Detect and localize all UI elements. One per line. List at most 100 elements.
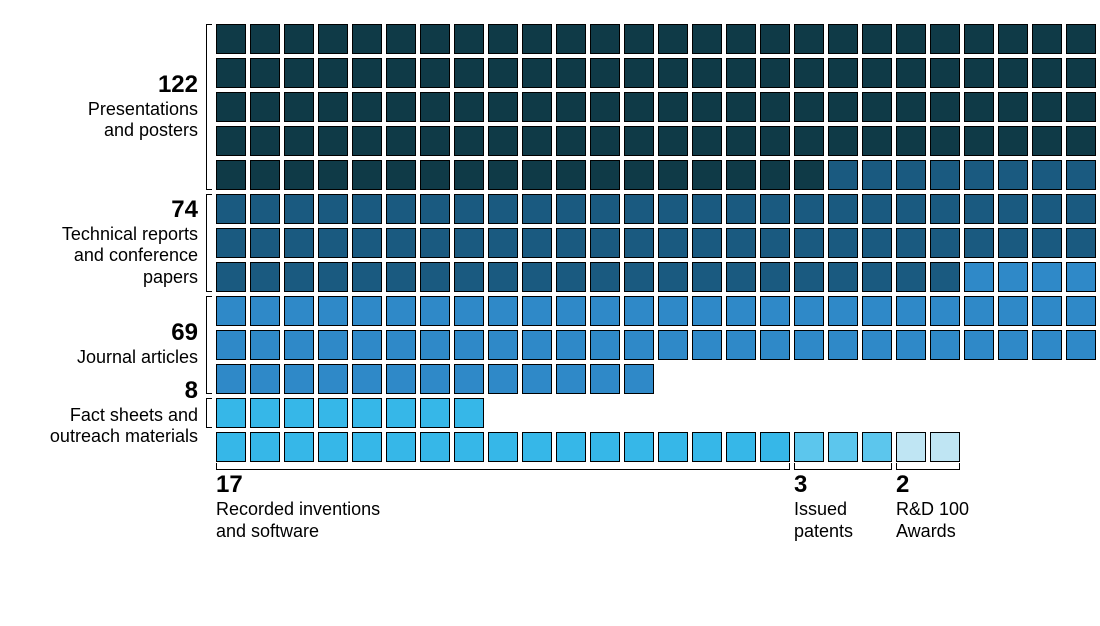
unit-square bbox=[794, 262, 824, 292]
desc-patents: Issuedpatents bbox=[794, 499, 853, 542]
unit-square bbox=[862, 296, 892, 326]
unit-square bbox=[624, 228, 654, 258]
unit-square bbox=[522, 24, 552, 54]
desc-journal: Journal articles bbox=[0, 347, 198, 369]
unit-square bbox=[760, 92, 790, 122]
unit-square bbox=[658, 126, 688, 156]
unit-square bbox=[828, 126, 858, 156]
unit-square bbox=[284, 398, 314, 428]
unit-square bbox=[386, 330, 416, 360]
unit-square bbox=[896, 296, 926, 326]
unit-square bbox=[726, 228, 756, 258]
unit-square bbox=[250, 92, 280, 122]
unit-square bbox=[828, 262, 858, 292]
unit-square bbox=[420, 330, 450, 360]
unit-square bbox=[352, 126, 382, 156]
unit-square bbox=[1066, 262, 1096, 292]
unit-square bbox=[284, 432, 314, 462]
unit-square bbox=[386, 228, 416, 258]
unit-square bbox=[386, 398, 416, 428]
count-journal: 69 bbox=[0, 319, 198, 347]
unit-square bbox=[930, 262, 960, 292]
unit-square bbox=[760, 160, 790, 190]
unit-square bbox=[624, 92, 654, 122]
unit-square bbox=[1066, 58, 1096, 88]
unit-square bbox=[1032, 228, 1062, 258]
unit-square bbox=[488, 432, 518, 462]
bottom-bracket bbox=[216, 463, 790, 470]
unit-square bbox=[692, 58, 722, 88]
unit-square bbox=[794, 58, 824, 88]
unit-square bbox=[726, 24, 756, 54]
unit-square bbox=[794, 432, 824, 462]
unit-square bbox=[386, 262, 416, 292]
unit-square bbox=[318, 194, 348, 224]
unit-square bbox=[896, 126, 926, 156]
unit-square bbox=[590, 228, 620, 258]
unit-square bbox=[726, 160, 756, 190]
unit-square bbox=[284, 330, 314, 360]
unit-square bbox=[454, 92, 484, 122]
unit-square bbox=[420, 228, 450, 258]
unit-square bbox=[760, 24, 790, 54]
unit-square bbox=[216, 432, 246, 462]
unit-square bbox=[930, 330, 960, 360]
unit-square bbox=[930, 92, 960, 122]
unit-square bbox=[488, 364, 518, 394]
unit-square bbox=[250, 262, 280, 292]
unit-square bbox=[318, 160, 348, 190]
unit-square bbox=[420, 126, 450, 156]
unit-square bbox=[624, 126, 654, 156]
unit-square bbox=[522, 330, 552, 360]
unit-square bbox=[250, 58, 280, 88]
unit-square bbox=[522, 262, 552, 292]
unit-square bbox=[998, 330, 1028, 360]
unit-square bbox=[862, 194, 892, 224]
unit-square bbox=[488, 262, 518, 292]
unit-square bbox=[760, 126, 790, 156]
unit-square bbox=[658, 160, 688, 190]
unit-square bbox=[522, 296, 552, 326]
unit-square bbox=[692, 296, 722, 326]
unit-square bbox=[964, 194, 994, 224]
count-patents: 3 bbox=[794, 471, 853, 499]
unit-square bbox=[250, 432, 280, 462]
unit-square bbox=[590, 126, 620, 156]
unit-square bbox=[624, 262, 654, 292]
unit-square bbox=[726, 296, 756, 326]
unit-square bbox=[420, 398, 450, 428]
unit-square bbox=[624, 364, 654, 394]
desc-presentations: Presentationsand posters bbox=[0, 99, 198, 142]
unit-square bbox=[998, 262, 1028, 292]
unit-square bbox=[420, 160, 450, 190]
unit-square bbox=[250, 194, 280, 224]
unit-square bbox=[352, 24, 382, 54]
unit-square bbox=[1066, 24, 1096, 54]
bottom-bracket bbox=[896, 463, 960, 470]
unit-square bbox=[1032, 24, 1062, 54]
unit-square bbox=[250, 160, 280, 190]
unit-square bbox=[386, 92, 416, 122]
unit-square bbox=[216, 126, 246, 156]
left-bracket bbox=[206, 194, 212, 292]
unit-square bbox=[760, 228, 790, 258]
unit-square bbox=[726, 92, 756, 122]
unit-square bbox=[216, 262, 246, 292]
unit-square bbox=[1066, 92, 1096, 122]
unit-square bbox=[726, 58, 756, 88]
unit-square bbox=[318, 126, 348, 156]
left-bracket bbox=[206, 398, 212, 428]
unit-square bbox=[318, 398, 348, 428]
unit-square bbox=[556, 24, 586, 54]
unit-square bbox=[930, 296, 960, 326]
unit-square bbox=[590, 296, 620, 326]
unit-square bbox=[896, 432, 926, 462]
unit-square bbox=[556, 364, 586, 394]
desc-inventions: Recorded inventionsand software bbox=[216, 499, 380, 542]
unit-square bbox=[1032, 262, 1062, 292]
unit-square bbox=[964, 24, 994, 54]
unit-square bbox=[352, 296, 382, 326]
unit-square bbox=[250, 228, 280, 258]
unit-square bbox=[352, 58, 382, 88]
unit-square bbox=[352, 330, 382, 360]
